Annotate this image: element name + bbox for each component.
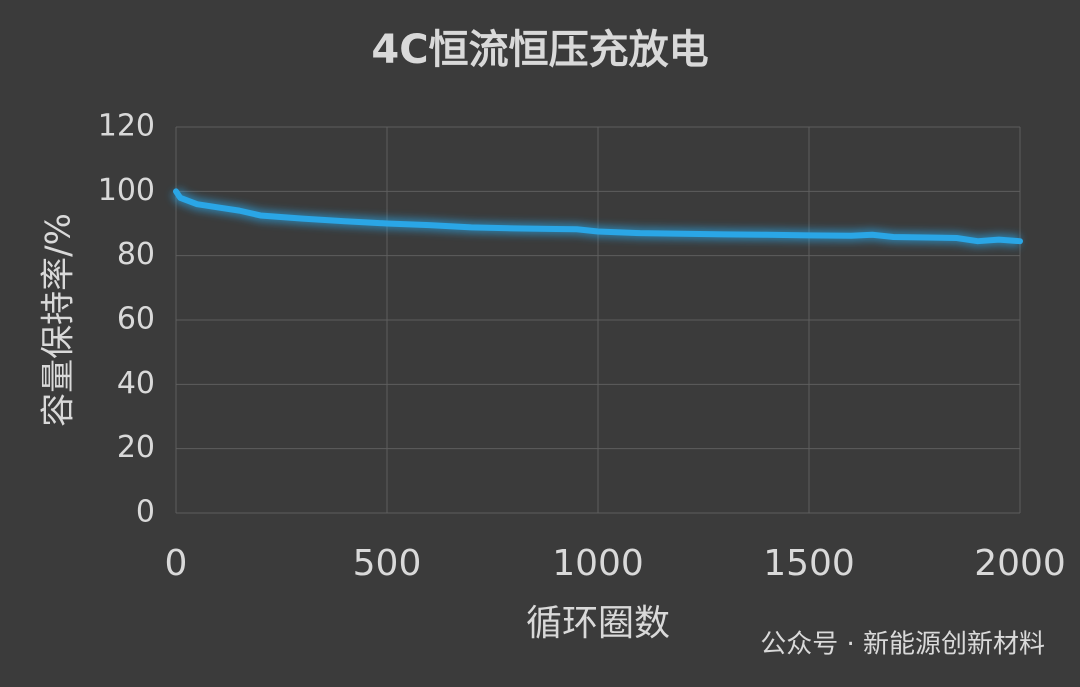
y-tick-label: 120 xyxy=(98,109,155,144)
x-tick-label: 2000 xyxy=(974,543,1066,584)
y-tick-label: 0 xyxy=(136,495,155,530)
watermark: 公众号 · 新能源创新材料 xyxy=(760,630,1045,660)
y-tick-label: 60 xyxy=(117,302,155,337)
x-tick-label: 1000 xyxy=(552,543,644,584)
line xyxy=(173,188,1023,245)
y-tick-label: 40 xyxy=(117,366,155,401)
x-tick-label: 1500 xyxy=(763,543,855,584)
x-axis-label: 循环圈数 xyxy=(526,603,670,644)
y-axis-label: 容量保持率/% xyxy=(39,213,79,427)
chart-title: 4C恒流恒压充放电 xyxy=(371,27,708,73)
y-tick-label: 80 xyxy=(117,237,155,272)
x-tick-label: 500 xyxy=(353,543,422,584)
y-tick-label: 100 xyxy=(98,173,155,208)
x-tick-label: 0 xyxy=(165,543,188,584)
y-tick-label: 20 xyxy=(117,430,155,465)
